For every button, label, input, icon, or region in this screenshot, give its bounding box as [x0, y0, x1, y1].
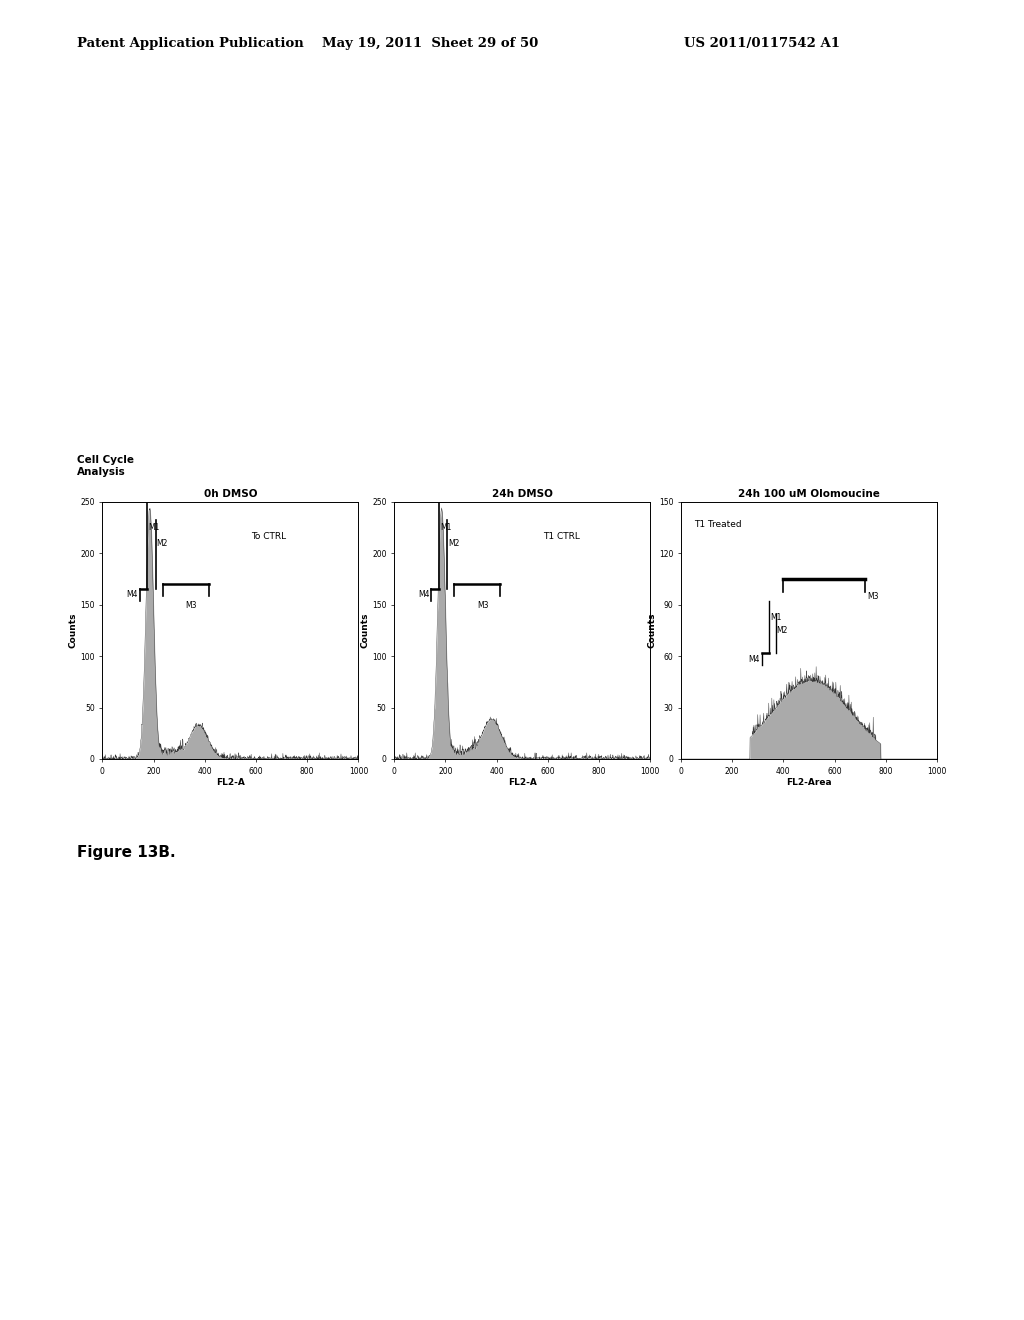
Text: M1: M1 — [440, 524, 452, 532]
Text: May 19, 2011  Sheet 29 of 50: May 19, 2011 Sheet 29 of 50 — [322, 37, 539, 50]
Text: M3: M3 — [477, 602, 488, 610]
Text: M1: M1 — [770, 612, 781, 622]
Y-axis label: Counts: Counts — [360, 612, 370, 648]
Title: 24h DMSO: 24h DMSO — [492, 490, 553, 499]
Text: M2: M2 — [157, 539, 168, 548]
Text: T1 CTRL: T1 CTRL — [543, 532, 580, 541]
Title: 24h 100 uM Olomoucine: 24h 100 uM Olomoucine — [738, 490, 880, 499]
Title: 0h DMSO: 0h DMSO — [204, 490, 257, 499]
Text: Cell Cycle
Analysis: Cell Cycle Analysis — [77, 455, 134, 477]
Text: M2: M2 — [449, 539, 460, 548]
Text: To CTRL: To CTRL — [251, 532, 286, 541]
Text: M4: M4 — [749, 655, 760, 664]
X-axis label: FL2-A: FL2-A — [216, 779, 245, 788]
Text: M2: M2 — [776, 626, 787, 635]
Y-axis label: Counts: Counts — [69, 612, 78, 648]
Text: US 2011/0117542 A1: US 2011/0117542 A1 — [684, 37, 840, 50]
Text: M3: M3 — [867, 591, 879, 601]
Text: T1 Treated: T1 Treated — [694, 520, 741, 528]
Text: Patent Application Publication: Patent Application Publication — [77, 37, 303, 50]
Text: M4: M4 — [418, 590, 429, 599]
Text: Figure 13B.: Figure 13B. — [77, 845, 175, 859]
Y-axis label: Counts: Counts — [647, 612, 656, 648]
X-axis label: FL2-Area: FL2-Area — [786, 779, 831, 788]
Text: M4: M4 — [126, 590, 137, 599]
X-axis label: FL2-A: FL2-A — [508, 779, 537, 788]
Text: M1: M1 — [148, 524, 160, 532]
Text: M3: M3 — [185, 602, 197, 610]
